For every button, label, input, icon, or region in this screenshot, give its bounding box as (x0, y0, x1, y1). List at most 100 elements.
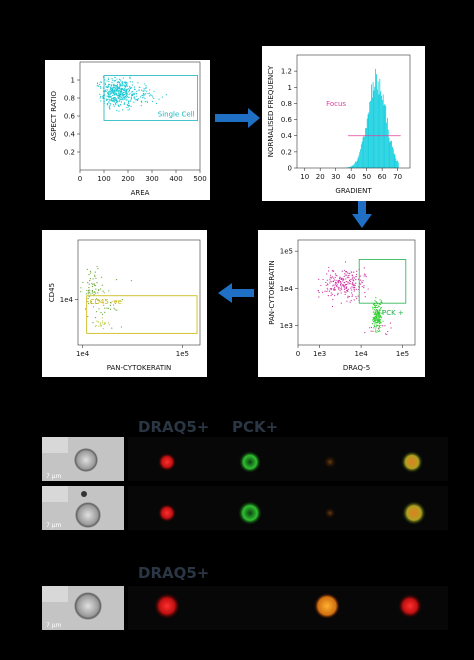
event (324, 291, 325, 292)
event (141, 95, 142, 96)
event (107, 104, 108, 105)
event (128, 101, 129, 102)
event (100, 323, 101, 324)
event (129, 93, 130, 94)
event (89, 284, 90, 285)
event (355, 296, 356, 297)
event (377, 322, 378, 323)
event (372, 323, 373, 324)
event (374, 320, 375, 321)
fluor-row (128, 437, 448, 481)
event (102, 96, 103, 97)
event (116, 98, 117, 99)
event (351, 300, 352, 301)
event (121, 97, 122, 98)
event (111, 78, 112, 79)
event (150, 94, 151, 95)
histogram-bar (354, 163, 355, 168)
event (134, 96, 135, 97)
event (152, 101, 153, 102)
x-tick-label: 100 (97, 175, 110, 183)
pck-stain (239, 451, 261, 473)
event (101, 277, 102, 278)
histogram-bar (365, 128, 366, 168)
event (101, 90, 102, 91)
x-tick-label: 50 (362, 173, 371, 181)
event (115, 100, 116, 101)
x-tick-label: 40 (347, 173, 356, 181)
x-tick-label: 10 (300, 173, 309, 181)
event (113, 100, 114, 101)
histogram-bar (383, 94, 384, 168)
event (141, 101, 142, 102)
event (117, 82, 118, 83)
event (116, 279, 117, 280)
event (352, 282, 353, 283)
event (376, 332, 377, 333)
event (124, 97, 125, 98)
event (109, 105, 110, 106)
event (344, 291, 345, 292)
event (94, 283, 95, 284)
event (340, 284, 341, 285)
event (116, 100, 117, 101)
event (145, 101, 146, 102)
event (143, 93, 144, 94)
histogram-bar (369, 102, 370, 168)
event (135, 99, 136, 100)
event (360, 276, 361, 277)
event (364, 332, 365, 333)
event (142, 90, 143, 91)
y-tick-label: 0.6 (281, 116, 293, 124)
histogram-bar (366, 128, 367, 168)
event (127, 93, 128, 94)
x-tick-label: 0 (78, 175, 82, 183)
event (119, 99, 120, 100)
event (390, 323, 391, 324)
event (111, 96, 112, 97)
event (111, 94, 112, 95)
cell (81, 491, 87, 497)
event (375, 310, 376, 311)
histogram-bar (362, 142, 363, 168)
x-tick-label: 1e3 (313, 350, 326, 358)
event (376, 317, 377, 318)
event (124, 103, 125, 104)
event (376, 305, 377, 306)
event (384, 325, 385, 326)
x-tick-label: 30 (331, 173, 340, 181)
event (132, 91, 133, 92)
event (96, 321, 97, 322)
event (345, 284, 346, 285)
y-tick-label: 0.4 (281, 132, 293, 140)
event (115, 103, 116, 104)
event (378, 318, 379, 319)
event (330, 281, 331, 282)
event (378, 305, 379, 306)
event (373, 317, 374, 318)
event (93, 278, 94, 279)
event (105, 78, 106, 79)
event (345, 261, 346, 262)
scale-bar: 7 μm (46, 473, 62, 480)
event (335, 282, 336, 283)
event (102, 320, 103, 321)
event (110, 94, 111, 95)
event (337, 294, 338, 295)
event (114, 87, 115, 88)
event (349, 283, 350, 284)
histogram-bar (396, 161, 397, 168)
event (108, 96, 109, 97)
event (124, 102, 125, 103)
event (106, 107, 107, 108)
event (336, 275, 337, 276)
event (107, 108, 108, 109)
event (139, 86, 140, 87)
event (144, 88, 145, 89)
event (348, 289, 349, 290)
event (333, 281, 334, 282)
y-tick-label: 0.8 (64, 95, 75, 103)
pck-stain (238, 501, 262, 525)
event (337, 281, 338, 282)
event (129, 77, 130, 78)
